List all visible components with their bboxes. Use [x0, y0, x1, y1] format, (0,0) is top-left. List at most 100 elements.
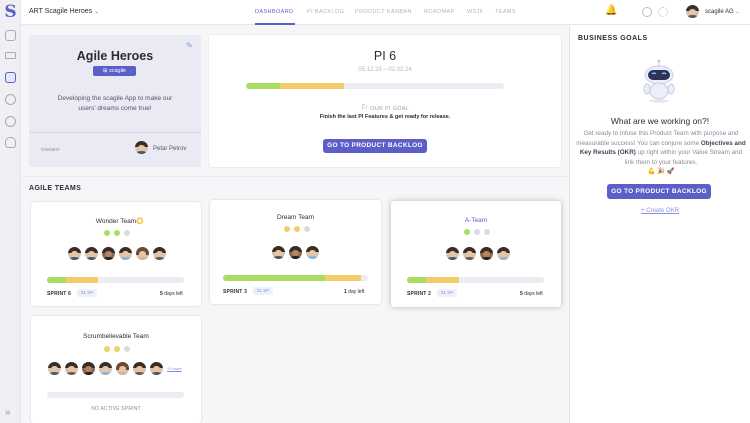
goals-text-1: Get ready to infuse this Product Team wi… [576, 130, 739, 147]
member-avatar [480, 247, 493, 260]
nav-teams[interactable]: TEAMS [495, 9, 516, 15]
project-badge: ⊞ scagile [93, 66, 136, 76]
team-card-dream-team[interactable]: Dream Team SPRINT 3 31 SP 1 day left [210, 200, 381, 304]
member-avatar [48, 362, 61, 375]
story-points-badge: 31 SP [253, 287, 273, 295]
pencil-icon[interactable]: ✎ [186, 41, 193, 50]
sprint-progress-done [47, 277, 67, 283]
days-count: 5 [520, 291, 523, 297]
owner-avatar [135, 141, 148, 154]
project-title: Agile Heroes [76, 49, 154, 63]
member-avatar [306, 246, 319, 259]
team-name: A-Team [464, 217, 488, 224]
days-left: 5 days left [520, 291, 543, 297]
section-title: AGILE TEAMS [29, 185, 82, 192]
goals-text-2: up right within your Value Stream and li… [624, 149, 743, 166]
sprint-label: SPRINT 2 [407, 291, 432, 297]
owner-label: OWNER [41, 147, 60, 152]
team-card-a-team[interactable]: A-Team SPRINT 2 31 SP 5 days left [391, 201, 561, 307]
go-to-product-backlog-button[interactable]: GO TO PRODUCT BACKLOG → [323, 139, 427, 163]
nav-pi-backlog[interactable]: PI BACKLOG [307, 9, 345, 15]
chevron-down-icon: ⌄ [735, 9, 740, 15]
create-okr-link[interactable]: + Create OKR [641, 208, 679, 214]
cube-icon[interactable] [5, 72, 16, 83]
star-badge-icon: ✪ [136, 216, 144, 226]
team-name: Dream Team [276, 214, 315, 221]
scagile-logo[interactable]: S [4, 2, 17, 22]
user-menu[interactable]: scagile AG ⌄ [705, 9, 740, 15]
sprint-progress-done [223, 275, 325, 281]
expand-icon[interactable]: » [5, 407, 11, 418]
days-count: 1 [344, 289, 347, 295]
sprint-progress-done [407, 277, 427, 283]
divider [21, 176, 569, 177]
nav-roadmap[interactable]: ROADMAP [424, 9, 455, 15]
status-dot [474, 229, 480, 235]
business-goals-heading: BUSINESS GOALS [578, 35, 648, 42]
days-suffix: days left [524, 291, 543, 297]
user-name: scagile AG [705, 9, 734, 15]
user-avatar[interactable] [686, 5, 699, 18]
robot-illustration [643, 59, 675, 103]
member-avatar [68, 247, 81, 260]
nav-product-kanban[interactable]: PRODUCT KANBAN [355, 9, 412, 15]
team-card-scrumbelievable-team[interactable]: Scrumbelievable Team +2 more NO ACTIVE S… [31, 316, 201, 423]
home-icon[interactable] [5, 30, 16, 41]
nav-wsjf[interactable]: WSJF [467, 9, 484, 15]
rocket-icon[interactable] [5, 137, 16, 148]
left-rail: S » [0, 0, 21, 423]
pi-progress-done [246, 83, 280, 89]
badge-label: scagile [109, 68, 127, 74]
project-card: ✎ Agile Heroes ⊞ scagile Developing the … [29, 35, 201, 167]
compass-icon[interactable] [5, 116, 16, 127]
status-dot [464, 229, 470, 235]
bell-icon[interactable]: 🔔 [605, 5, 618, 16]
member-avatar [150, 362, 163, 375]
status-dot [284, 226, 290, 232]
top-bar: ART Scagile Heroes ⌄ DASHBOARD PI BACKLO… [21, 0, 750, 25]
gear-icon[interactable] [658, 7, 668, 17]
go-to-product-backlog-button-2[interactable]: GO TO PRODUCT BACKLOG → [607, 184, 711, 210]
status-dot [304, 226, 310, 232]
project-description: Developing the scagile App to make our u… [57, 95, 173, 112]
team-card-wonder-team[interactable]: Wonder Team ✪ SPRINT 6 31 SP 5 days left [31, 202, 201, 306]
member-avatar [153, 247, 166, 260]
member-avatar [119, 247, 132, 260]
status-dot [114, 346, 120, 352]
member-avatar [85, 247, 98, 260]
days-suffix: days left [164, 291, 183, 297]
flag-icon: ⚐ [360, 103, 369, 112]
business-goals-panel: BUSINESS GOALS What are we working on?! … [569, 25, 750, 423]
arrow-right-icon: → [655, 203, 663, 210]
pi-progress-bar [246, 83, 504, 89]
help-icon[interactable] [642, 7, 652, 17]
story-points-badge: 31 SP [437, 289, 457, 297]
art-selector[interactable]: ART Scagile Heroes ⌄ [29, 8, 99, 15]
goals-emoji: 💪 🎉 🚀 [647, 168, 675, 176]
sprint-label: SPRINT 3 [223, 289, 248, 295]
users-icon[interactable] [5, 94, 16, 105]
button-label: GO TO PRODUCT BACKLOG [327, 142, 423, 149]
button-label: GO TO PRODUCT BACKLOG [611, 188, 707, 195]
status-dot [114, 230, 120, 236]
member-avatar [116, 362, 129, 375]
member-avatar [446, 247, 459, 260]
glasses-icon[interactable] [5, 52, 16, 59]
member-avatar [99, 362, 112, 375]
arrow-right-icon: → [371, 156, 379, 163]
chevron-down-icon: ⌄ [94, 9, 100, 15]
pi-progress-inprogress [279, 83, 345, 89]
divider [29, 132, 201, 133]
sprint-progress-inprogress [66, 277, 98, 283]
member-avatar [497, 247, 510, 260]
nav-dashboard[interactable]: DASHBOARD [255, 9, 294, 15]
status-dot [124, 346, 130, 352]
pi-goal-label-text: OUR PI GOAL [370, 106, 410, 112]
story-points-badge: 31 SP [77, 289, 97, 297]
sprint-progress-bar [47, 392, 184, 398]
sprint-label: SPRINT 6 [47, 291, 72, 297]
team-name: Scrumbelievable Team [83, 333, 149, 340]
more-members-link[interactable]: +2 more [167, 366, 182, 371]
member-avatar [102, 247, 115, 260]
status-dot [104, 346, 110, 352]
